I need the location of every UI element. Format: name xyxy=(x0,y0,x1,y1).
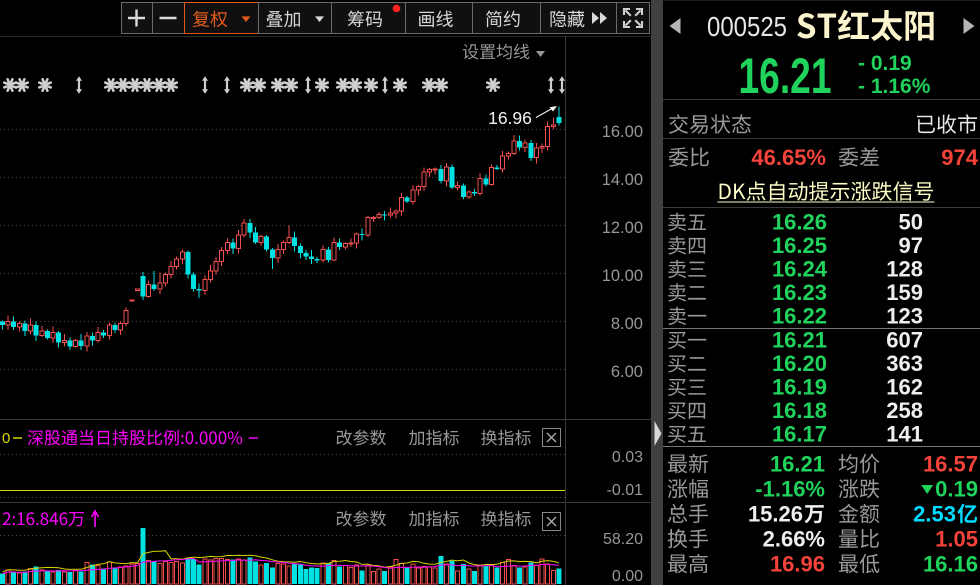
svg-text:58.20: 58.20 xyxy=(603,531,643,548)
svg-text:10.00: 10.00 xyxy=(602,267,643,285)
svg-text:141: 141 xyxy=(886,422,923,447)
svg-text:258: 258 xyxy=(886,398,923,423)
svg-text:16.24: 16.24 xyxy=(772,257,828,282)
svg-text:162: 162 xyxy=(886,375,923,400)
svg-text:000525: 000525 xyxy=(707,11,787,42)
svg-text:363: 363 xyxy=(886,351,923,376)
svg-text:-0.01: -0.01 xyxy=(607,482,644,499)
svg-text:- 0.19: - 0.19 xyxy=(858,52,912,75)
svg-text:-1.16%: -1.16% xyxy=(755,477,825,502)
svg-text:14.00: 14.00 xyxy=(602,171,643,189)
svg-text:12.00: 12.00 xyxy=(602,219,643,237)
svg-text:16.57: 16.57 xyxy=(923,452,978,477)
svg-text:50: 50 xyxy=(899,210,923,235)
svg-text:0: 0 xyxy=(2,430,10,447)
svg-text:16.21: 16.21 xyxy=(770,452,825,477)
svg-text:16.21: 16.21 xyxy=(739,48,832,104)
svg-text:97: 97 xyxy=(899,233,923,258)
svg-text:0.03: 0.03 xyxy=(612,449,643,466)
svg-text:16.22: 16.22 xyxy=(772,304,827,329)
svg-text:16.96: 16.96 xyxy=(770,552,825,577)
svg-text:16.96: 16.96 xyxy=(488,108,532,128)
svg-text:128: 128 xyxy=(886,257,923,282)
svg-text:607: 607 xyxy=(886,328,923,353)
svg-text:- 1.16%: - 1.16% xyxy=(858,75,931,98)
svg-text:16.16: 16.16 xyxy=(923,552,978,577)
svg-text:16.23: 16.23 xyxy=(772,280,827,305)
svg-text:8.00: 8.00 xyxy=(611,315,643,333)
svg-text:16.18: 16.18 xyxy=(772,398,827,423)
svg-text:6.00: 6.00 xyxy=(611,363,643,381)
svg-text:159: 159 xyxy=(886,280,923,305)
svg-text:16.25: 16.25 xyxy=(772,233,827,258)
svg-text:0.00: 0.00 xyxy=(612,568,643,585)
svg-text:16.00: 16.00 xyxy=(602,123,643,141)
svg-text:1.05: 1.05 xyxy=(935,527,978,552)
svg-text:16.26: 16.26 xyxy=(772,210,827,235)
svg-text:2.66%: 2.66% xyxy=(763,527,825,552)
svg-text:15.26: 15.26 xyxy=(748,502,803,527)
svg-text:16.20: 16.20 xyxy=(772,351,827,376)
svg-text:46.65%: 46.65% xyxy=(751,145,826,170)
svg-text:16.21: 16.21 xyxy=(772,328,827,353)
svg-text:16.19: 16.19 xyxy=(772,375,827,400)
svg-text:0.19: 0.19 xyxy=(935,477,978,502)
svg-text:974: 974 xyxy=(941,145,978,170)
svg-text:2.53: 2.53 xyxy=(913,502,956,527)
svg-text:123: 123 xyxy=(886,304,923,329)
svg-text:16.17: 16.17 xyxy=(772,422,827,447)
